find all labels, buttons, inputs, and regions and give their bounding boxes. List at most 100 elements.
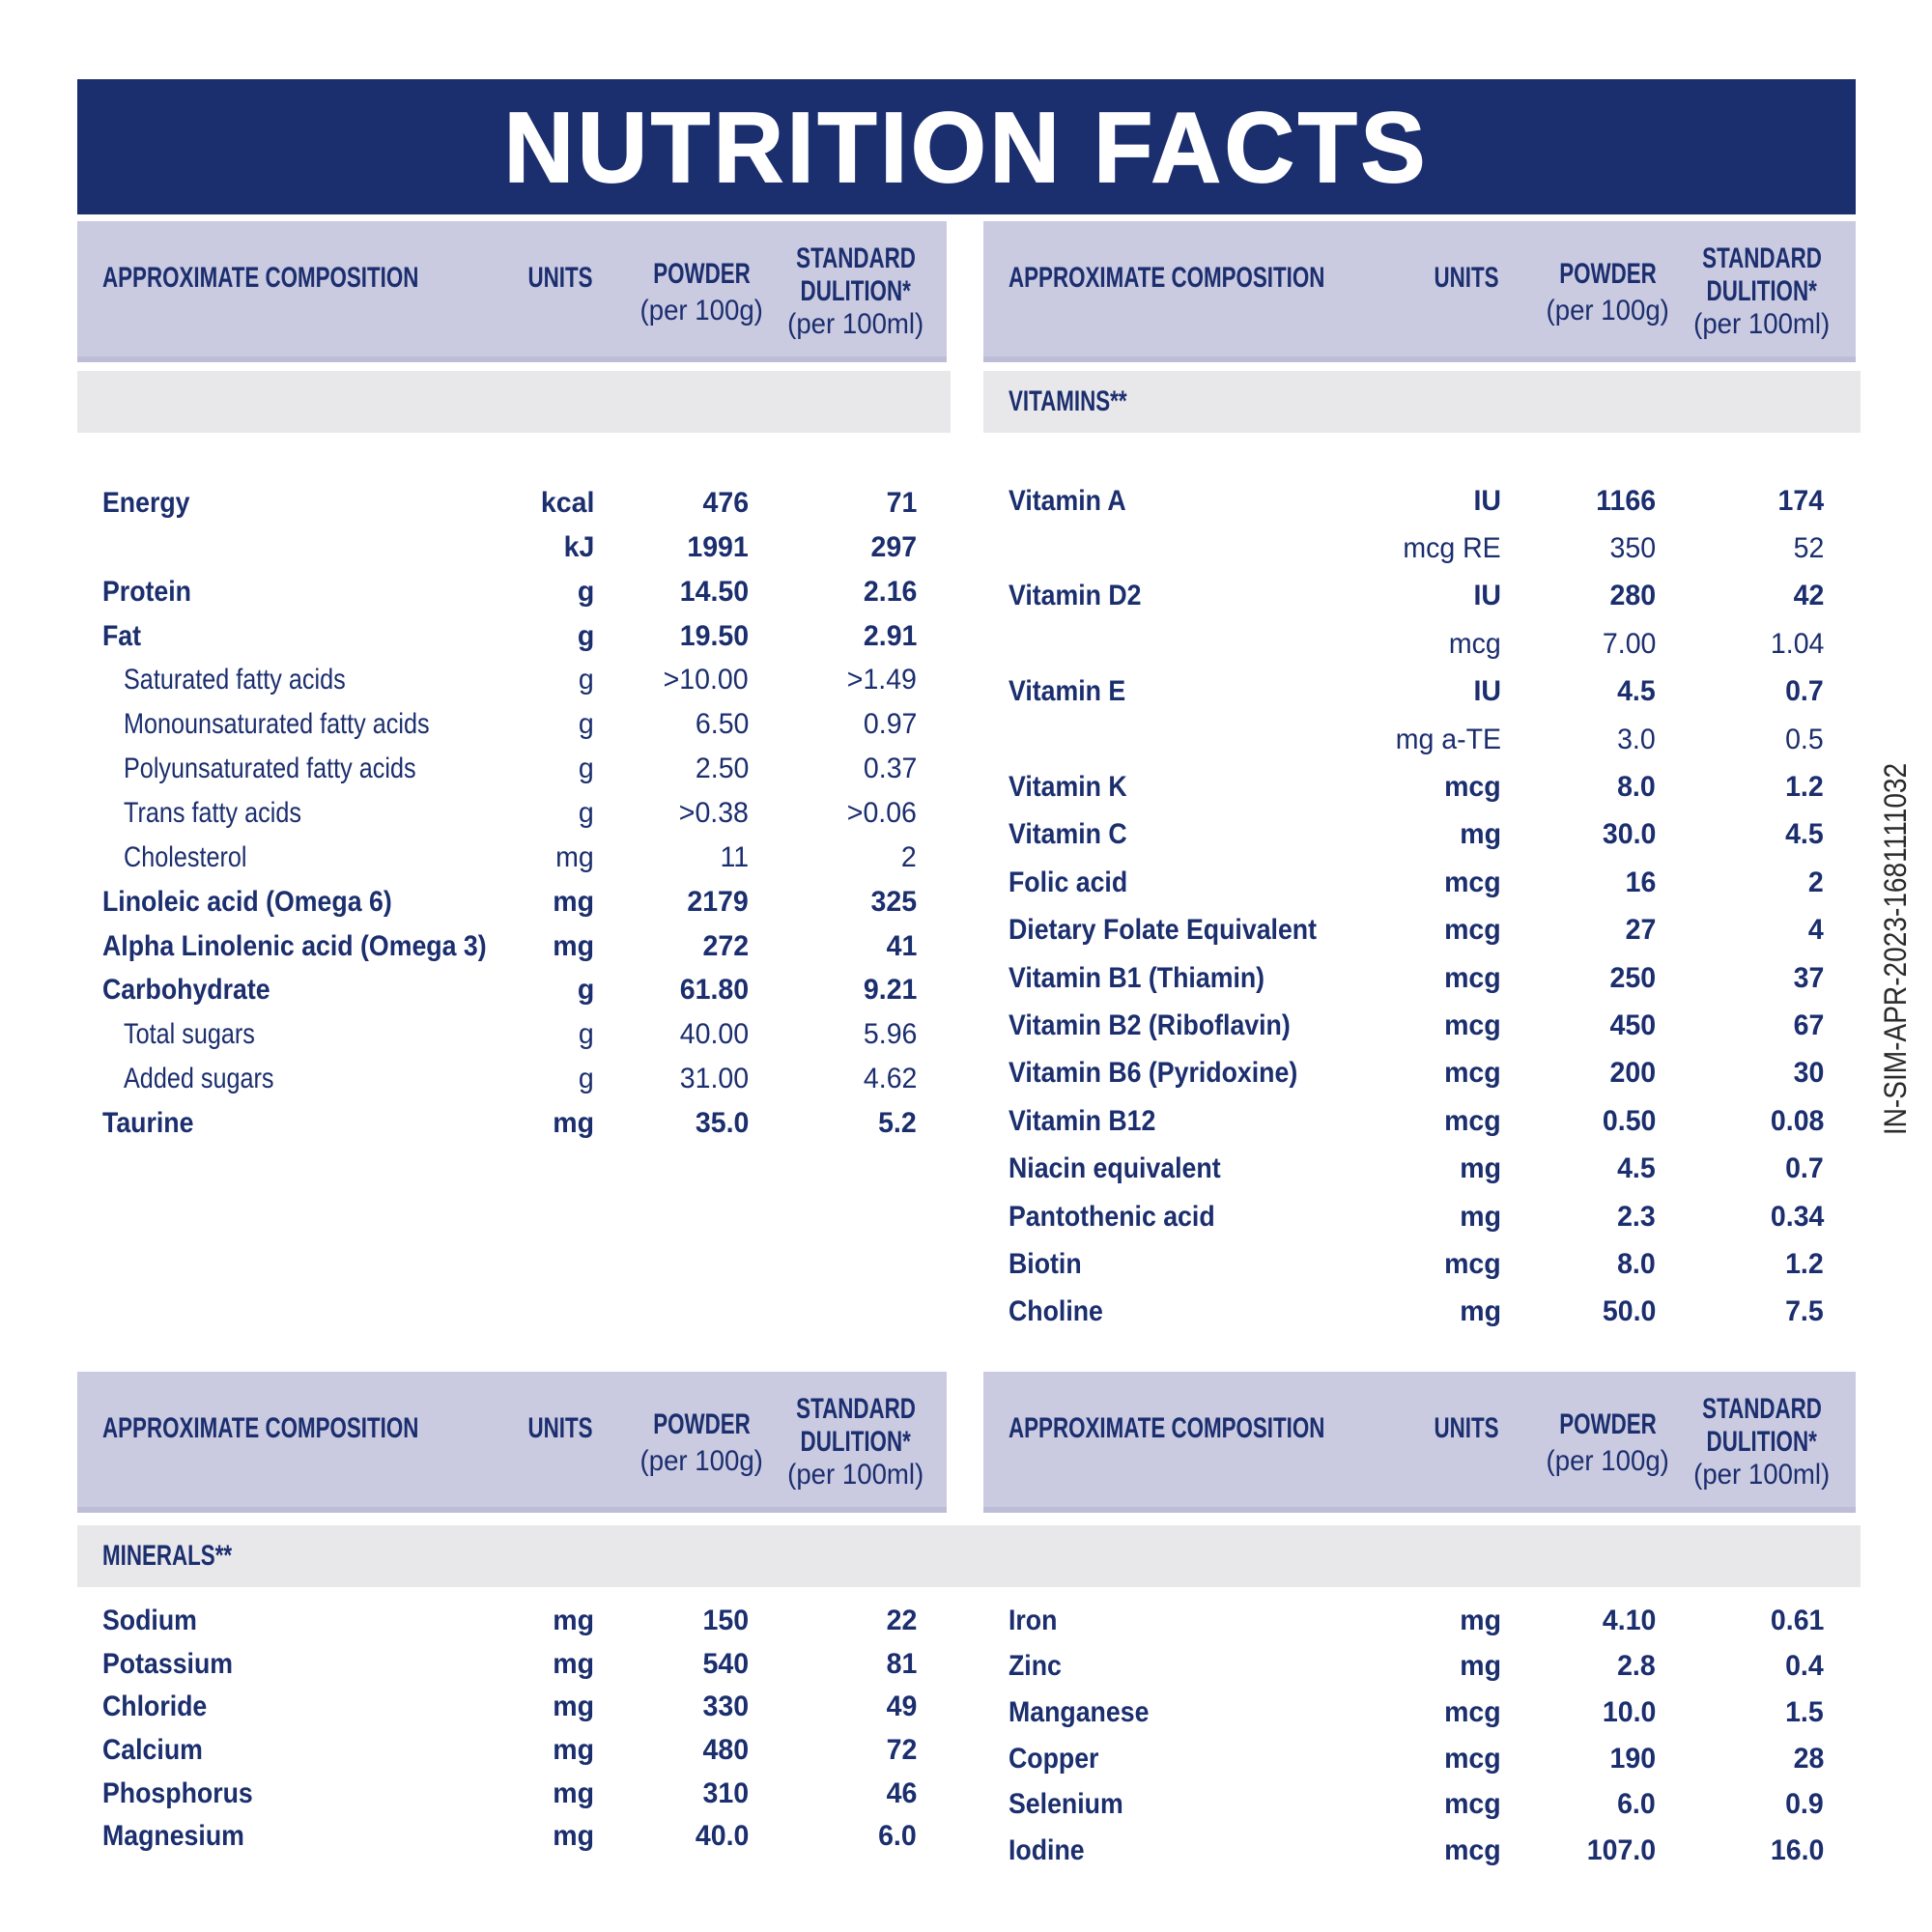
row-dilution-value: 0.34 (1770, 1200, 1824, 1233)
row-dilution-value: 325 (870, 885, 917, 918)
row-unit: mcg (1449, 627, 1501, 660)
header-units-label: UNITS (1434, 1412, 1499, 1444)
row-unit: kcal (540, 486, 594, 519)
header-composition-label: APPROXIMATE COMPOSITION (1009, 1412, 1325, 1444)
header-units: UNITS (464, 1358, 657, 1499)
header-standard-line1-label: STANDARD (1702, 1393, 1822, 1425)
row-label: Vitamin B2 (Riboflavin) (1009, 1009, 1291, 1041)
composition-table: Energy kcal 476 71 kJ 1991 297 Protein g 14.50 2.1… (77, 481, 947, 1146)
row-dilution-value: 0.4 (1785, 1650, 1824, 1683)
minerals-right-table: Iron mg 4.10 0.61 Zinc mg 2.8 0.4 Manganese mcg 10… (983, 1598, 1856, 1874)
row-label: Vitamin B12 (1009, 1104, 1156, 1137)
row-powder-value: 150 (702, 1605, 749, 1637)
header-powder-sub-label: (per 100g) (1546, 295, 1669, 327)
header-standard-line2-label: DULITION* (1706, 275, 1818, 307)
table-row: mg a-TE 3.0 0.5 (983, 716, 1856, 763)
row-label: Energy (102, 486, 190, 519)
header-standard-line1-label: STANDARD (796, 1393, 916, 1425)
row-powder-value: >0.38 (678, 796, 749, 829)
row-dilution-value: >0.06 (846, 796, 917, 829)
row-dilution-value: 0.7 (1785, 1152, 1824, 1185)
row-label: Copper (1009, 1742, 1099, 1775)
row-label: Dietary Folate Equivalent (1009, 914, 1318, 947)
row-powder-value: >10.00 (664, 664, 749, 696)
row-powder-value: 3.0 (1617, 723, 1656, 755)
table-row: Cholesterol mg 11 2 (77, 836, 947, 880)
header-band-minerals-left: APPROXIMATE COMPOSITION UNITS POWDER (pe… (77, 1372, 947, 1513)
row-unit: mcg (1444, 961, 1501, 994)
row-label (983, 731, 1385, 749)
row-dilution-value: 72 (886, 1734, 917, 1767)
table-row: mcg RE 350 52 (983, 525, 1856, 572)
row-label: Alpha Linolenic acid (Omega 3) (102, 929, 487, 962)
table-row: Vitamin B1 (Thiamin) mcg 250 37 (983, 954, 1856, 1002)
row-powder-value: 31.00 (679, 1063, 749, 1095)
header-standard-sub-label: (per 100ml) (787, 1459, 924, 1491)
row-label (77, 539, 478, 556)
header-standard-dilution: STANDARD DULITION* (per 100ml) (1665, 1372, 1859, 1513)
table-row: Added sugars g 31.00 4.62 (77, 1057, 947, 1101)
header-standard-dilution: STANDARD DULITION* (per 100ml) (759, 221, 952, 362)
header-composition: APPROXIMATE COMPOSITION (1009, 1358, 1433, 1499)
minerals-section-title: MINERALS** (102, 1540, 233, 1572)
vitamins-table: Vitamin A IU 1166 174 mcg RE 350 52 Vitamin D2 I… (983, 477, 1856, 1336)
row-powder-value: 2.8 (1617, 1650, 1656, 1683)
section-band-empty (77, 371, 951, 433)
row-powder-value: 250 (1609, 961, 1656, 994)
row-dilution-value: 0.7 (1785, 675, 1824, 708)
row-unit: g (577, 974, 594, 1007)
table-row: Vitamin E IU 4.5 0.7 (983, 668, 1856, 716)
row-powder-value: 14.50 (679, 575, 749, 608)
row-dilution-value: 6.0 (878, 1820, 917, 1853)
table-row: kJ 1991 297 (77, 526, 947, 570)
header-powder-label: POWDER (652, 1408, 751, 1440)
row-dilution-value: 2 (901, 840, 917, 873)
row-label: Vitamin B1 (Thiamin) (1009, 961, 1265, 994)
header-units: UNITS (1370, 208, 1563, 349)
side-print-code-text: IN-SIM-APR-2023-1681111032 (1878, 762, 1914, 1135)
row-label: Manganese (1009, 1695, 1150, 1728)
header-units: UNITS (464, 208, 657, 349)
row-unit: mg (1460, 1295, 1501, 1328)
table-row: Vitamin A IU 1166 174 (983, 477, 1856, 525)
row-unit: mg (553, 1776, 594, 1809)
row-label: Biotin (1009, 1247, 1082, 1280)
row-unit: g (579, 796, 594, 829)
row-unit: mcg (1444, 1695, 1501, 1728)
header-standard-sub-label: (per 100ml) (1693, 308, 1831, 340)
row-dilution-value: 174 (1777, 484, 1824, 517)
row-powder-value: 27 (1625, 914, 1656, 947)
row-powder-value: 450 (1609, 1009, 1656, 1041)
row-unit: g (579, 664, 594, 696)
row-unit: mg (553, 1690, 594, 1723)
row-powder-value: 8.0 (1617, 771, 1656, 804)
row-unit: g (579, 1063, 594, 1095)
row-label: Selenium (1009, 1788, 1123, 1821)
table-row: Trans fatty acids g >0.38 >0.06 (77, 791, 947, 836)
header-standard-sub-label: (per 100ml) (1693, 1459, 1831, 1491)
header-powder: POWDER (per 100g) (1511, 221, 1704, 362)
row-unit: mcg (1444, 1742, 1501, 1775)
table-row: Saturated fatty acids g >10.00 >1.49 (77, 658, 947, 702)
row-powder-value: 540 (702, 1647, 749, 1680)
row-label: Saturated fatty acids (124, 664, 346, 696)
table-row: Carbohydrate g 61.80 9.21 (77, 968, 947, 1012)
table-row: Selenium mcg 6.0 0.9 (983, 1781, 1856, 1828)
row-label: Sodium (102, 1605, 197, 1637)
row-label: Iodine (1009, 1833, 1085, 1866)
row-powder-value: 11 (720, 840, 749, 873)
row-unit: mcg (1444, 914, 1501, 947)
row-unit: mcg (1444, 771, 1501, 804)
row-label (983, 636, 1385, 653)
row-powder-value: 61.80 (679, 974, 749, 1007)
row-dilution-value: 1.2 (1785, 1247, 1824, 1280)
table-row: Calcium mg 480 72 (77, 1729, 947, 1773)
table-row: Niacin equivalent mg 4.5 0.7 (983, 1145, 1856, 1192)
table-row: Energy kcal 476 71 (77, 481, 947, 526)
row-unit: g (579, 708, 594, 741)
table-row: Copper mcg 190 28 (983, 1736, 1856, 1782)
header-composition-label: APPROXIMATE COMPOSITION (1009, 262, 1325, 294)
row-dilution-value: 0.37 (863, 753, 917, 785)
row-dilution-value: >1.49 (846, 664, 917, 696)
row-dilution-value: 41 (886, 929, 917, 962)
